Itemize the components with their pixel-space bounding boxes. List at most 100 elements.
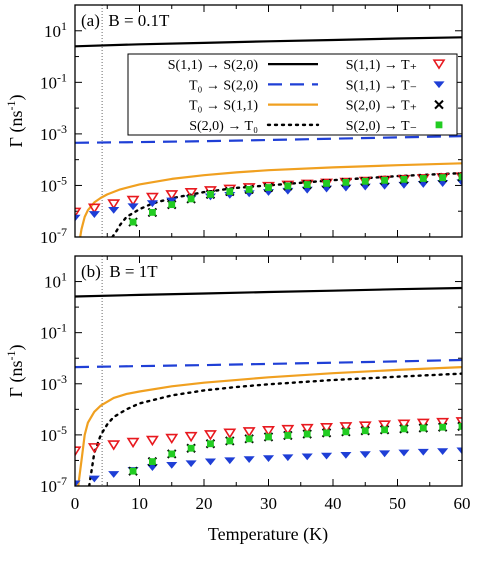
series-line-s11_s20 [75, 286, 462, 298]
data-point-s11_tm [108, 206, 120, 214]
data-point-s20_tm [458, 173, 462, 181]
data-point-s20_tm [168, 450, 176, 458]
data-point-s11_tm [224, 457, 236, 465]
y-tick-label: 10-1 [40, 321, 67, 343]
legend-item-s20_t0: S(2,0) → T₀ [189, 119, 320, 134]
data-point-s11_tp [145, 435, 159, 447]
panel-label: (b) B = 1T [81, 262, 158, 281]
data-point-s11_tp [165, 190, 179, 201]
data-point-s20_tm [381, 426, 389, 434]
data-point-s11_tm [127, 203, 139, 211]
data-point-s11_tm [166, 462, 178, 469]
data-point-s20_tm [361, 427, 369, 435]
data-point-s20_tm [207, 190, 214, 198]
legend-box [127, 53, 458, 136]
data-point-s20_tm [323, 180, 330, 187]
panel-frame [74, 255, 463, 487]
data-point-s11_tp [107, 440, 121, 451]
data-point-s11_tm [75, 214, 81, 222]
data-point-s20_tm [148, 209, 156, 216]
data-point-s11_tp [281, 424, 295, 436]
data-point-s11_tm [417, 448, 429, 456]
data-point-s20_tm [284, 182, 292, 190]
data-point-s11_tm [437, 448, 449, 455]
y-tick-label: 101 [44, 270, 67, 292]
legend-item-s11_s20: S(1,1) → S(2,0) [168, 58, 318, 73]
data-point-s11_tm [108, 471, 120, 478]
data-point-s11_tm [301, 453, 313, 461]
data-point-s20_tm [381, 176, 389, 184]
data-point-s20_tm [129, 218, 137, 226]
data-point-s11_tp [397, 419, 411, 430]
x-tick-label: 0 [71, 494, 80, 513]
data-point-s11_tm [456, 447, 462, 455]
y-tick-label: 101 [44, 19, 67, 41]
data-point-s11_tm [320, 452, 333, 460]
data-point-s11_tp [87, 443, 101, 454]
data-point-s11_tp [145, 192, 159, 204]
data-point-s20_tm [303, 181, 311, 188]
legend-label: S(2,0) → T₊ [346, 99, 417, 114]
data-point-s11_tp [75, 446, 82, 457]
legend-label: S(1,1) → S(2,0) [168, 58, 259, 73]
y-tick-label: 10-3 [40, 122, 67, 144]
legend-item-s20_tm: S(2,0) → T₋ [346, 119, 443, 134]
data-point-s20_tm [265, 184, 272, 191]
panel-label: (a) B = 0.1T [81, 11, 170, 30]
data-point-s20_tm [245, 435, 253, 443]
series-line-s20_t0 [88, 372, 462, 486]
x-axis-title: Temperature (K) [208, 524, 328, 545]
series-line-t0_s11 [79, 162, 462, 237]
data-point-s11_tm [359, 451, 371, 459]
y-tick-label: 10-3 [40, 372, 67, 394]
legend: S(1,1) → S(2,0) T₀ → S(2,0) T₀ → S(1,1) S(2… [127, 53, 458, 136]
x-tick-label: 60 [454, 494, 471, 513]
data-point-s20_tm [245, 186, 253, 193]
data-point-s11_tp [300, 423, 314, 435]
legend-label: S(1,1) → T₋ [346, 78, 417, 93]
data-point-s11_tp [75, 207, 82, 218]
data-point-s11_tp [436, 417, 450, 429]
series-line-t0_s20 [75, 135, 462, 144]
data-point-s11_tm [340, 451, 352, 459]
data-point-s20_tm [458, 422, 462, 430]
x-tick-label: 30 [260, 494, 277, 513]
legend-swatch [433, 81, 445, 89]
data-point-s11_tp [223, 428, 237, 439]
data-point-s11_tp [204, 430, 217, 441]
panel-frame [74, 4, 463, 238]
legend-swatch [435, 121, 443, 129]
data-point-s20_tm [168, 201, 176, 209]
data-point-s11_tm [185, 460, 197, 468]
series-line-s20_t0 [111, 171, 462, 237]
series-line-s11_s20 [75, 36, 462, 48]
legend-label: S(2,0) → T₋ [346, 119, 417, 134]
legend-item-s11_tm: S(1,1) → T₋ [346, 78, 445, 93]
data-point-s20_tm [226, 188, 234, 195]
data-point-s20_tm [265, 433, 272, 441]
data-point-s11_tp [455, 417, 462, 428]
legend-swatch [432, 59, 446, 70]
data-point-s11_tp [87, 203, 101, 214]
data-point-s20_tm [400, 425, 408, 433]
data-point-s20_tm [342, 428, 350, 436]
data-point-s20_tm [323, 429, 330, 437]
x-tick-label: 40 [325, 494, 342, 513]
data-point-s11_tm [146, 200, 158, 208]
data-point-s20_tm [187, 195, 195, 203]
data-point-s11_tp [262, 425, 275, 437]
data-point-s11_tm [379, 450, 391, 458]
data-point-s11_tm [282, 454, 294, 462]
y-tick-label: 10-5 [40, 423, 67, 445]
data-point-s20_tm [419, 175, 427, 182]
data-point-s11_tm [75, 480, 81, 486]
data-point-s20_tm [361, 177, 369, 185]
data-point-s11_tm [243, 456, 255, 464]
x-tick-label: 50 [389, 494, 406, 513]
y-tick-label: 10-7 [40, 474, 67, 496]
data-point-s11_tp [107, 199, 121, 210]
data-point-s20_tm [148, 458, 156, 466]
series-line-t0_s11 [77, 366, 462, 486]
panel-a: 10-7 10-5 10-3 10-1 101 (a) B = 0.1T Γ (ns-1) S… [4, 4, 463, 247]
